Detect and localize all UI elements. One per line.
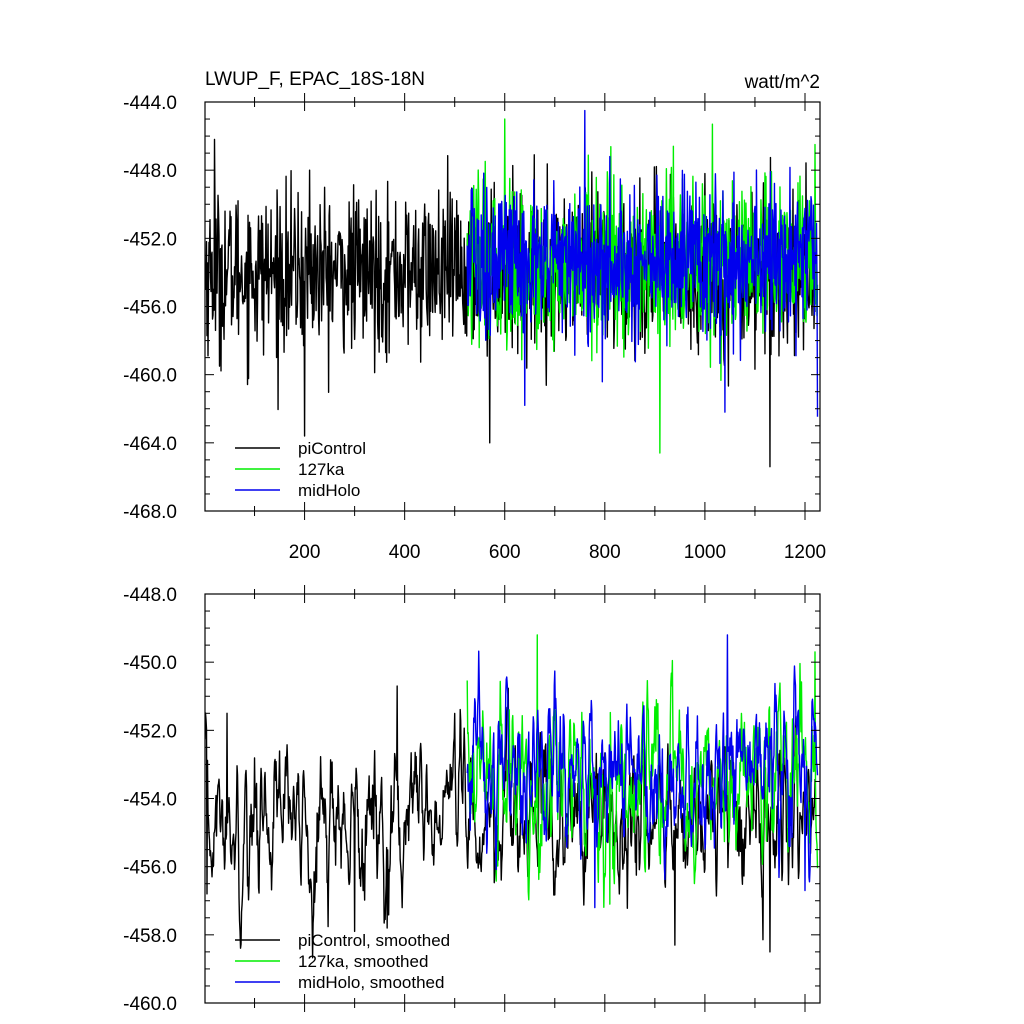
legend-label: piControl <box>298 439 366 458</box>
top-panel: -444.0 -448.0 -452.0 -456.0 -460.0 -464.0 -468… <box>123 69 826 563</box>
x-tick-label: 400 <box>389 542 421 563</box>
y-tick-label: -454.0 <box>123 790 177 811</box>
series-group <box>205 634 819 959</box>
legend-label: 127ka <box>298 460 345 479</box>
y-tick-label: -464.0 <box>123 434 177 455</box>
y-tick-label: -444.0 <box>123 93 177 114</box>
legend-label: midHolo <box>298 481 360 500</box>
series-line-midholo <box>466 109 819 417</box>
y-tick-label: -460.0 <box>123 994 177 1015</box>
legend-label: 127ka, smoothed <box>298 952 428 971</box>
legend-label: piControl, smoothed <box>298 931 450 950</box>
x-tick-label: 200 <box>289 542 321 563</box>
y-tick-label: -456.0 <box>123 858 177 879</box>
series-group <box>205 109 819 468</box>
y-tick-label: -448.0 <box>123 161 177 182</box>
y-tick-label: -458.0 <box>123 926 177 947</box>
y-tick-label: -468.0 <box>123 502 177 523</box>
x-tick-label: 600 <box>489 542 521 563</box>
y-tick-label: -452.0 <box>123 229 177 250</box>
y-tick-label: -456.0 <box>123 298 177 319</box>
x-tick-label: 1200 <box>784 542 826 563</box>
y-tick-label: -460.0 <box>123 366 177 387</box>
chart-title: LWUP_F, EPAC_18S-18N <box>205 69 425 90</box>
bottom-panel: -448.0 -450.0 -452.0 -454.0 -456.0 -458.0 -460… <box>123 585 821 1015</box>
x-tick-label: 1000 <box>684 542 726 563</box>
y-tick-label: -452.0 <box>123 721 177 742</box>
legend-label: midHolo, smoothed <box>298 973 444 992</box>
y-tick-label: -448.0 <box>123 585 177 606</box>
y-tick-label: -450.0 <box>123 653 177 674</box>
units-label: watt/m^2 <box>744 72 820 93</box>
series-line-midholo-smoothed <box>466 634 819 909</box>
x-tick-label: 800 <box>589 542 621 563</box>
